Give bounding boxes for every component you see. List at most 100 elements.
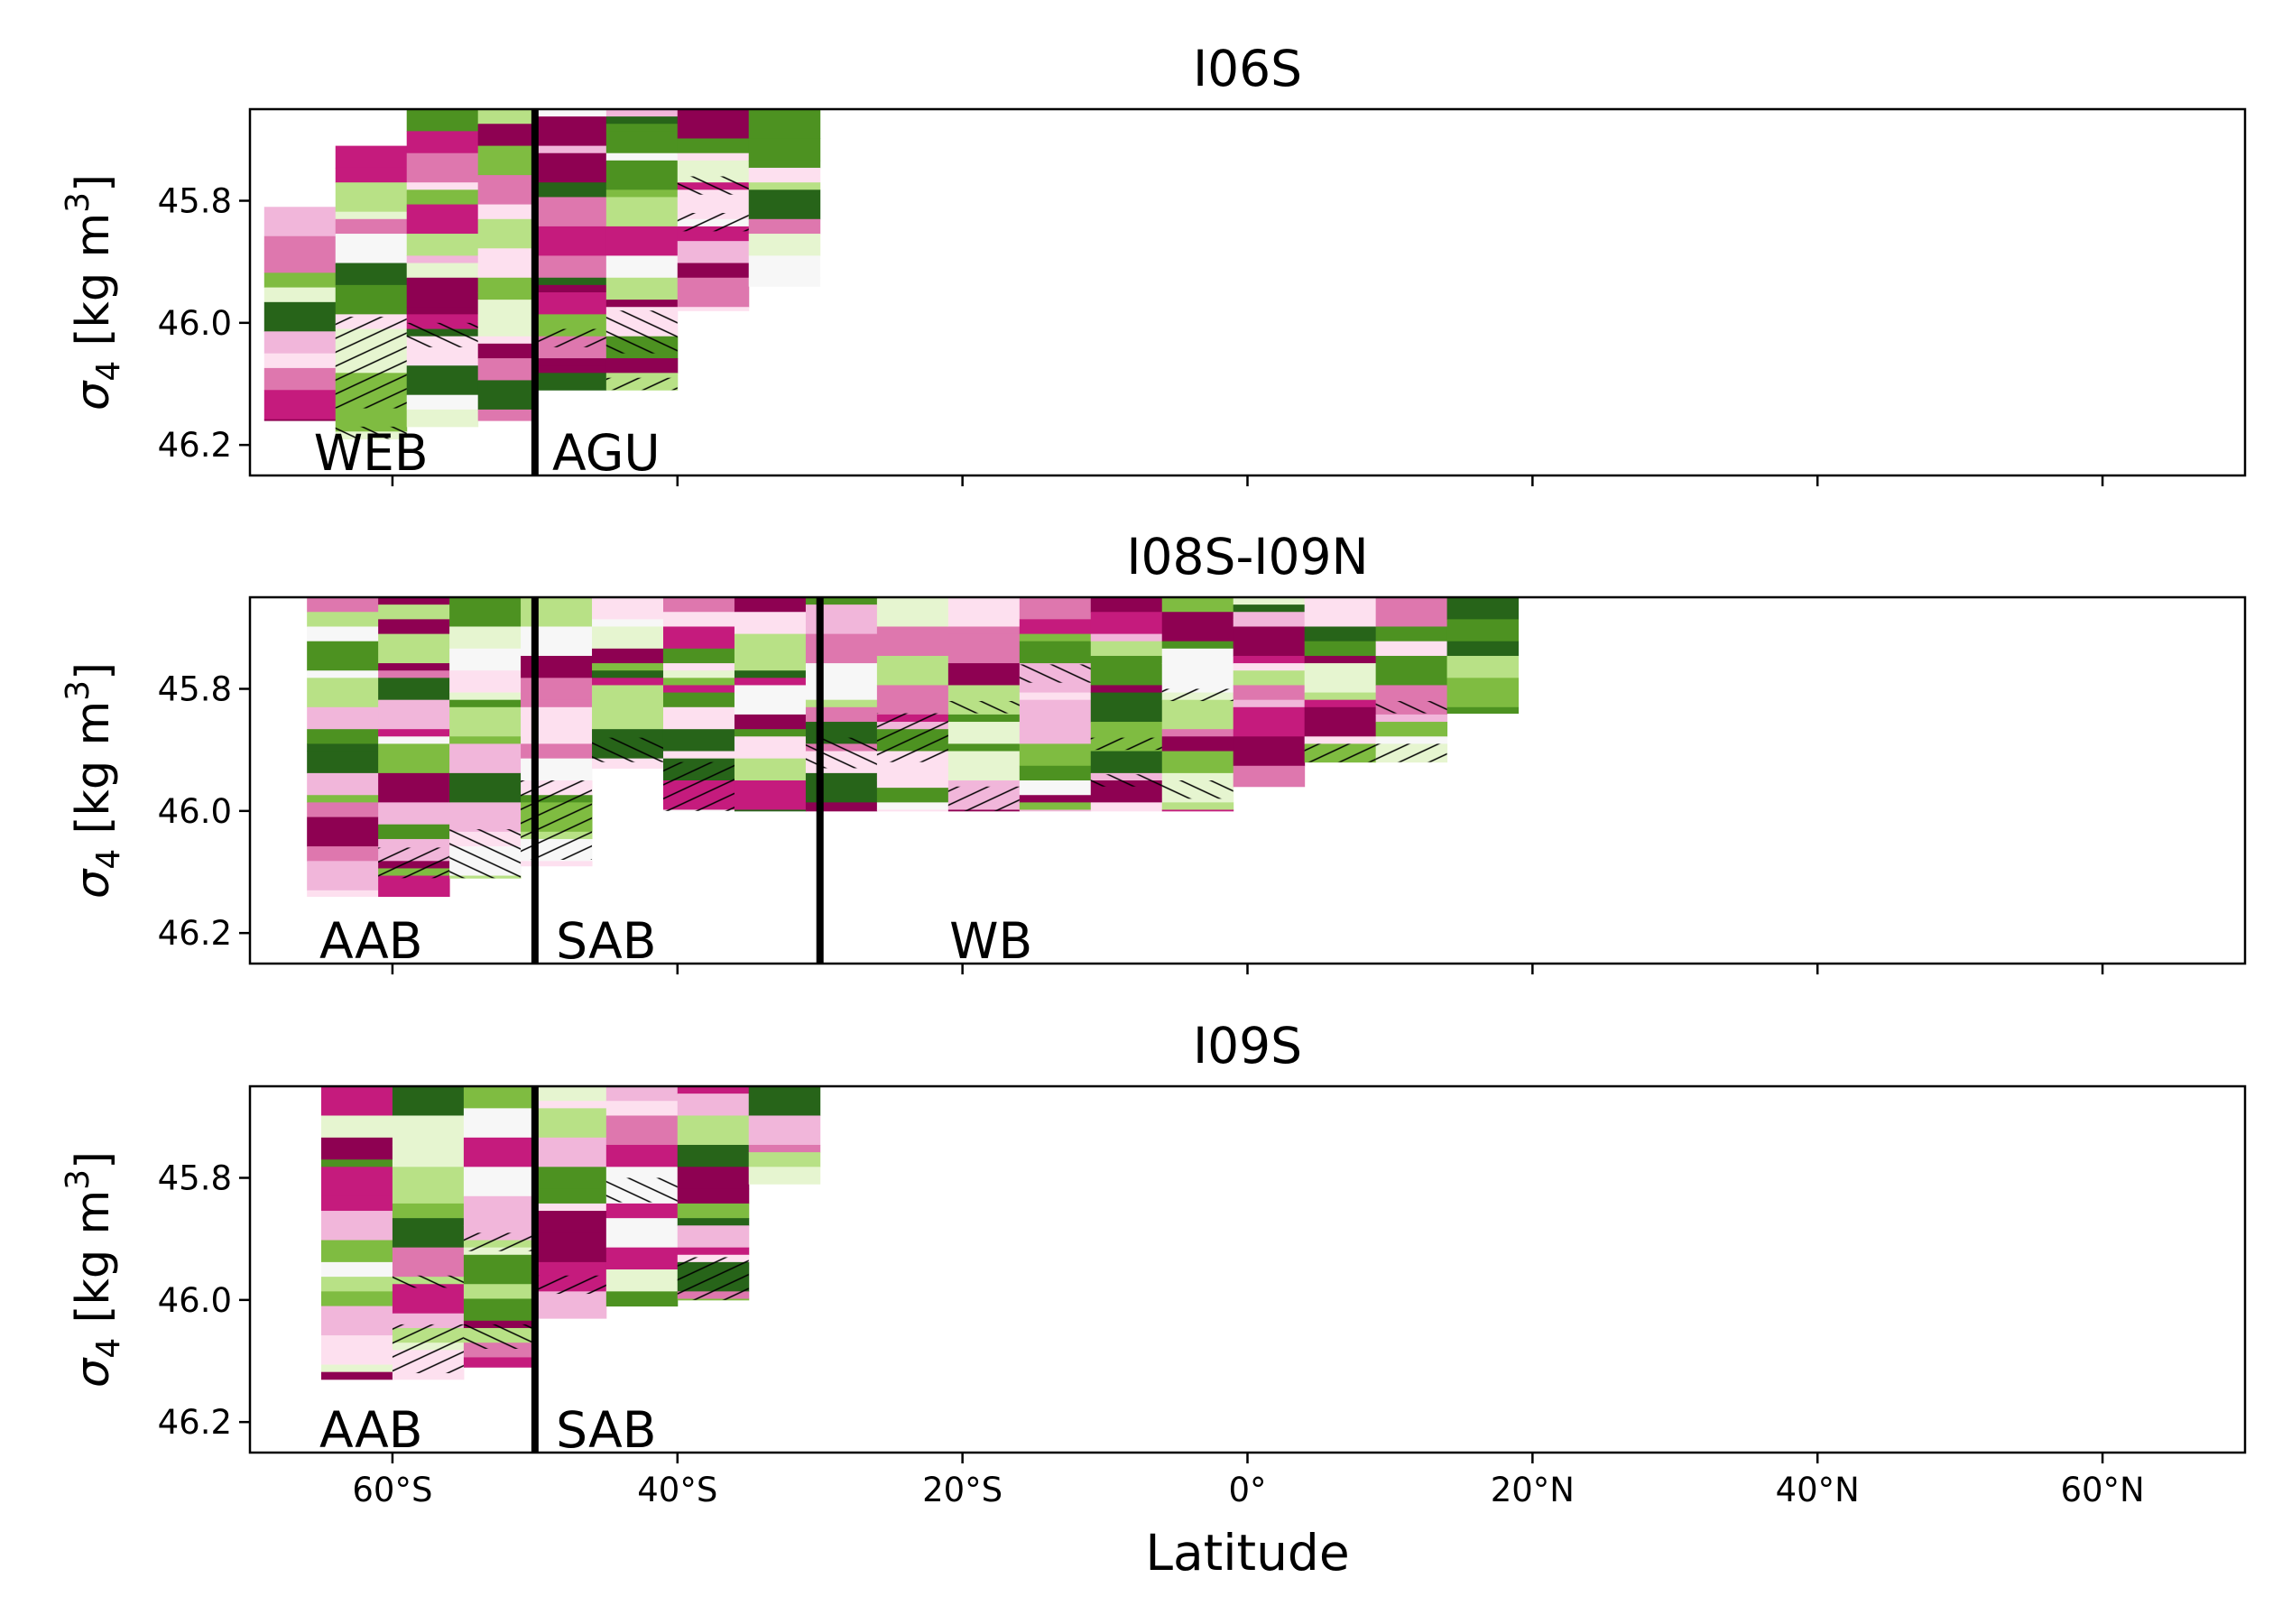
panel-2: AAB SAB WB I08S-I09N 45.8 46.0 46.2 σ4 [kg m3] [60, 528, 2247, 974]
panel-2-cell [1304, 641, 1377, 657]
panel-1-cell [677, 138, 750, 154]
panel-2-cell [521, 706, 593, 715]
panel-2-cell [1375, 597, 1448, 627]
panel-1-cell [406, 234, 479, 256]
panel-1-cell [534, 365, 607, 374]
panel-1-cell [677, 241, 750, 264]
panel-2-cell [1161, 736, 1234, 752]
panel-2-cell [521, 743, 593, 760]
panel-2-cell [876, 685, 949, 715]
panel-2-cell [521, 861, 593, 867]
panel-1-cell [534, 197, 607, 227]
panel-2-cell [592, 619, 664, 627]
panel-3-title: I09S [1193, 1017, 1302, 1075]
panel-1-cell [534, 116, 607, 147]
panel-2-ylabel: σ4 [kg m3] [60, 662, 127, 899]
panel-1-cell [477, 292, 536, 300]
panel-1-cell [477, 358, 536, 381]
panel-2-hatch [1375, 743, 1447, 762]
panel-2-cell [378, 699, 450, 730]
panel-3-cell [534, 1137, 607, 1167]
panel-1-cell [534, 226, 607, 256]
panel-1-cell [406, 277, 479, 308]
panel-2-cell [1019, 743, 1092, 767]
panel-1-cell [335, 211, 408, 220]
panel-1-cell [534, 182, 607, 198]
panel-2-cell [805, 802, 878, 812]
panel-2-cell [734, 699, 807, 715]
panel-1-cell [406, 263, 479, 279]
panel-3-cell [320, 1159, 393, 1167]
panel-2-hatch [378, 847, 450, 879]
panel-3-cell [392, 1218, 465, 1249]
panel-2-cell [1019, 633, 1092, 642]
panel-1-cell [477, 336, 536, 345]
panel-3-cell [677, 1225, 750, 1249]
panel-3-hatch [463, 1232, 535, 1251]
panel-1-cell [406, 255, 479, 264]
panel-2-cell [1019, 795, 1092, 803]
panel-3-cell [677, 1086, 750, 1094]
panel-2-cell [378, 729, 450, 737]
panel-1-cell [477, 321, 536, 337]
panel-1-cell [534, 109, 607, 117]
panel-1-cell [406, 365, 479, 396]
panel-1-cell [263, 419, 337, 421]
panel-3-xtick-label: 40°S [637, 1471, 717, 1509]
panel-2-cell [734, 678, 807, 686]
panel-2-cell [592, 648, 664, 664]
panel-2-cell [876, 788, 949, 803]
panel-1-cell [263, 367, 337, 391]
panel-2-cell [1446, 655, 1520, 678]
panel-1-cells [263, 109, 821, 439]
panel-1-cell [534, 145, 607, 154]
panel-1-hatch [406, 322, 478, 347]
panel-3-cell [605, 1101, 679, 1116]
panel-3-hatch [677, 1257, 749, 1300]
panel-2-cell [1446, 641, 1520, 657]
panel-3-cell [605, 1269, 679, 1292]
panel-3-cell [392, 1167, 465, 1175]
panel-3-cell [677, 1218, 750, 1226]
panel-2-cell [378, 604, 450, 620]
panel-2-cell [1233, 736, 1306, 767]
panel-2-cell [662, 670, 735, 678]
panel-2-cell [307, 612, 379, 627]
panel-2-hatch [1161, 780, 1234, 799]
panel-3-cell [605, 1291, 679, 1307]
panel-2-cell [307, 802, 379, 818]
panel-2-cell [1375, 641, 1448, 657]
panel-1-ylabel: σ4 [kg m3] [60, 174, 127, 411]
panel-2-cell [662, 706, 735, 730]
panel-3-cell [605, 1086, 679, 1102]
panel-2-cell [947, 714, 1021, 723]
panel-2-cell [1161, 597, 1234, 613]
panel-3-cell [320, 1195, 393, 1212]
panel-2-cell [1233, 655, 1306, 664]
panel-2-cell [947, 722, 1021, 744]
panel-3-hatch [534, 1275, 606, 1295]
panel-1-cell [477, 248, 536, 279]
panel-1-cell [677, 152, 750, 161]
panel-2-cell [876, 626, 949, 657]
panel-1-cell [335, 234, 408, 264]
panel-2-cell [378, 875, 450, 898]
panel-2-ytick-label: 46.2 [158, 914, 232, 953]
panel-2-cell [1090, 802, 1163, 812]
panel-2-cell [449, 772, 522, 803]
panel-2-hatch [1375, 701, 1447, 714]
panel-1-cell [263, 207, 337, 237]
panel-2-cell [1019, 765, 1092, 781]
panel-2-cell [1375, 655, 1448, 686]
panel-2-cell [662, 626, 735, 650]
panel-2-cell [1304, 736, 1377, 744]
panel-3-cell [320, 1167, 393, 1197]
panel-2-hatch [1019, 664, 1091, 683]
panel-2-cell [592, 685, 664, 708]
panel-3-cell [320, 1211, 393, 1241]
panel-2-cell [734, 729, 807, 737]
panel-2-cell [734, 780, 807, 810]
panel-1-cell [477, 380, 536, 411]
panel-2-hatch [876, 713, 948, 762]
